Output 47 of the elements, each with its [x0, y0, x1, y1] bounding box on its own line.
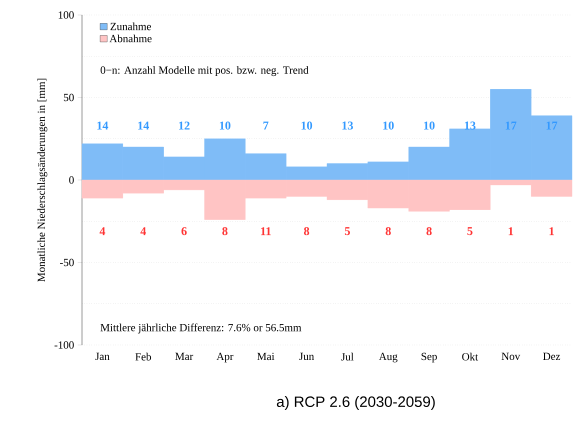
annotation: 10	[220, 122, 230, 130]
annotation: 10	[383, 122, 394, 130]
annotation: 7	[263, 122, 268, 130]
annotation: 0−n: Anzahl Modelle mit pos. bzw. neg. Trend	[100, 66, 308, 76]
annotation: 11	[261, 227, 271, 236]
annotation: 1	[508, 227, 514, 236]
legend-label: Abnahme	[109, 34, 152, 42]
x-tick-label: Aug	[378, 352, 398, 362]
x-tick-label: Mai	[257, 352, 274, 360]
annotation: 14	[138, 122, 149, 130]
y-tick-label: 100	[58, 11, 74, 19]
annotation: 17	[506, 122, 516, 130]
annotation: 8	[426, 227, 432, 236]
x-tick-label: Jul	[341, 352, 354, 360]
annotation: 4	[140, 227, 146, 236]
annotation: 13	[464, 122, 476, 130]
annotation: 12	[179, 122, 190, 130]
annotation: 1	[550, 227, 554, 236]
x-tick-label: Nov	[502, 352, 520, 360]
annotation: 17	[546, 122, 558, 130]
x-tick-label: Feb	[135, 352, 152, 360]
x-tick-label: Sep	[422, 352, 437, 362]
annotation: Mittlere jährliche Differenz: 7.6% or 56.5mm	[100, 323, 302, 334]
annotation: 5	[467, 227, 472, 236]
text: a) RCP 2.6 (2030-2059)	[276, 396, 435, 410]
x-tick-label: Jan	[95, 352, 110, 360]
annotation: 8	[222, 227, 228, 236]
y-tick-label: 50	[64, 94, 74, 102]
annotation: 5	[344, 227, 350, 236]
annotation: 6	[182, 227, 187, 236]
x-tick-label: Apr	[216, 352, 234, 362]
y-tick-label: -50	[60, 258, 74, 266]
annotation: 10	[424, 122, 435, 130]
y-axis-title: Monatliche Niederschlagsänderungen in [mm]	[37, 78, 48, 282]
annotation: 8	[304, 227, 310, 236]
annotation: 13	[342, 122, 353, 130]
x-tick-label: Dez	[543, 352, 560, 360]
annotation: 8	[386, 227, 391, 236]
y-tick-label: -100	[54, 341, 74, 349]
annotation: 14	[97, 122, 108, 130]
annotation: 4	[100, 227, 106, 236]
x-tick-label: Okt	[462, 352, 478, 360]
y-tick-label: 0	[69, 176, 74, 184]
x-tick-label: Jun	[299, 352, 314, 360]
annotation: 10	[302, 122, 312, 130]
legend-label: Zunahme	[110, 22, 151, 30]
x-tick-label: Mar	[175, 352, 194, 360]
